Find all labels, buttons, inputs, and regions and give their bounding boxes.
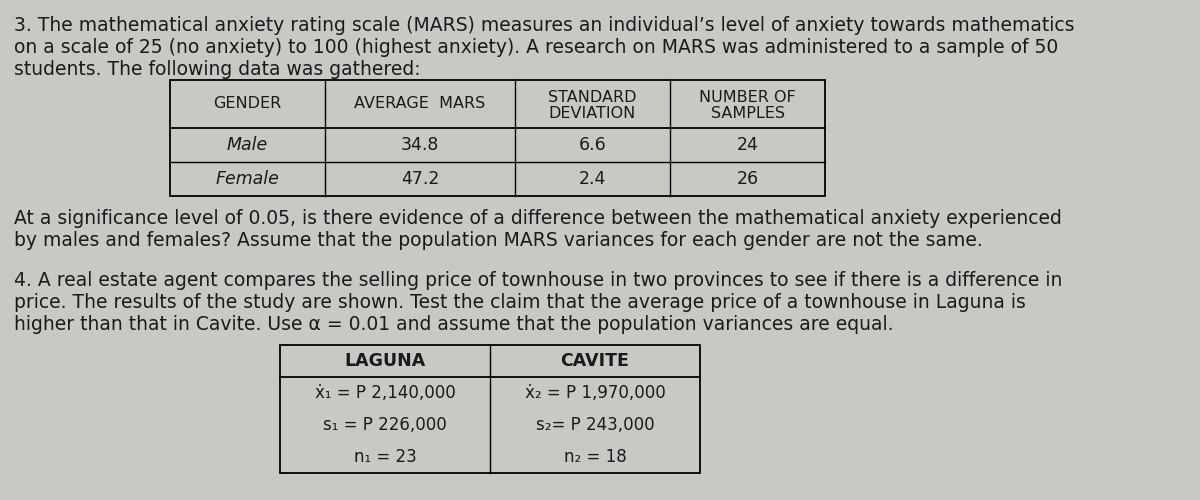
Text: 2.4: 2.4 <box>578 170 606 188</box>
Text: SAMPLES: SAMPLES <box>710 106 785 120</box>
Text: 3. The mathematical anxiety rating scale (MARS) measures an individual’s level o: 3. The mathematical anxiety rating scale… <box>14 16 1074 35</box>
Text: ẋ₂ = P 1,970,000: ẋ₂ = P 1,970,000 <box>524 384 665 402</box>
Text: higher than that in Cavite. Use α = 0.01 and assume that the population variance: higher than that in Cavite. Use α = 0.01… <box>14 315 894 334</box>
Text: 47.2: 47.2 <box>401 170 439 188</box>
Text: 6.6: 6.6 <box>578 136 606 154</box>
Text: s₂= P 243,000: s₂= P 243,000 <box>535 416 654 434</box>
Text: At a significance level of 0.05, is there evidence of a difference between the m: At a significance level of 0.05, is ther… <box>14 209 1062 228</box>
Text: AVERAGE  MARS: AVERAGE MARS <box>354 96 486 112</box>
Bar <box>280 345 700 473</box>
Text: on a scale of 25 (no anxiety) to 100 (highest anxiety). A research on MARS was a: on a scale of 25 (no anxiety) to 100 (hi… <box>14 38 1058 57</box>
Text: DEVIATION: DEVIATION <box>548 106 636 120</box>
Text: n₂ = 18: n₂ = 18 <box>564 448 626 466</box>
Text: 24: 24 <box>737 136 758 154</box>
Text: STANDARD: STANDARD <box>548 90 637 104</box>
Text: by males and females? Assume that the population MARS variances for each gender : by males and females? Assume that the po… <box>14 231 983 250</box>
Text: price. The results of the study are shown. Test the claim that the average price: price. The results of the study are show… <box>14 293 1026 312</box>
Text: CAVITE: CAVITE <box>560 352 630 370</box>
Bar <box>170 80 826 196</box>
Text: Female: Female <box>216 170 280 188</box>
Text: ẋ₁ = P 2,140,000: ẋ₁ = P 2,140,000 <box>314 384 455 402</box>
Text: 4. A real estate agent compares the selling price of townhouse in two provinces : 4. A real estate agent compares the sell… <box>14 271 1062 290</box>
Text: students. The following data was gathered:: students. The following data was gathere… <box>14 60 421 79</box>
Text: 26: 26 <box>737 170 758 188</box>
Text: GENDER: GENDER <box>214 96 282 112</box>
Text: s₁ = P 226,000: s₁ = P 226,000 <box>323 416 446 434</box>
Text: LAGUNA: LAGUNA <box>344 352 426 370</box>
Text: Male: Male <box>227 136 268 154</box>
Text: 34.8: 34.8 <box>401 136 439 154</box>
Text: n₁ = 23: n₁ = 23 <box>354 448 416 466</box>
Text: NUMBER OF: NUMBER OF <box>700 90 796 104</box>
